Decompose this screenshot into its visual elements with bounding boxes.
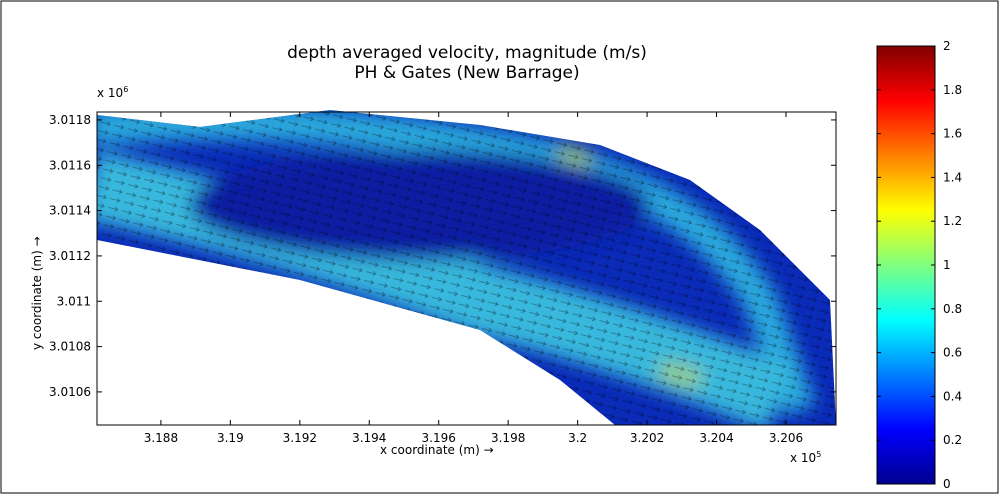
- colorbar-tick-label: 1.4: [943, 170, 962, 184]
- colorbar-tick-label: 0: [943, 477, 951, 491]
- colorbar-tick-label: 1.6: [943, 127, 962, 141]
- colorbar: [876, 45, 936, 485]
- x-tick-label: 3.194: [352, 431, 386, 445]
- x-tick-label: 3.19: [217, 431, 244, 445]
- plot-area: [96, 111, 837, 426]
- y-tick-label: 3.0118: [49, 113, 91, 127]
- x-tick-label: 3.192: [283, 431, 317, 445]
- velocity-field: [97, 110, 836, 425]
- x-multiplier: x 105: [790, 450, 821, 465]
- y-tick-label: 3.011: [57, 294, 91, 308]
- colorbar-tick-label: 0.6: [943, 346, 962, 360]
- colorbar-tick-label: 2: [943, 39, 951, 53]
- y-axis-label: y coordinate (m) →: [30, 236, 44, 350]
- y-tick-label: 3.0112: [49, 249, 91, 263]
- x-tick-label: 3.188: [144, 431, 178, 445]
- y-tick-label: 3.0108: [49, 340, 91, 354]
- y-tick-label: 3.0116: [49, 158, 91, 172]
- x-tick-label: 3.202: [630, 431, 664, 445]
- x-axis-label: x coordinate (m) →: [380, 443, 494, 457]
- colorbar-tick-label: 1: [943, 258, 951, 272]
- y-multiplier: x 106: [97, 85, 128, 100]
- colorbar-tick-label: 1.8: [943, 83, 962, 97]
- x-tick-label: 3.206: [769, 431, 803, 445]
- chart-title: depth averaged velocity, magnitude (m/s): [287, 43, 647, 63]
- colorbar-tick-label: 0.4: [943, 389, 962, 403]
- x-tick-label: 3.204: [699, 431, 733, 445]
- x-tick-label: 3.2: [568, 431, 587, 445]
- x-tick-label: 3.198: [491, 431, 525, 445]
- chart-subtitle: PH & Gates (New Barrage): [354, 63, 579, 83]
- colorbar-tick-label: 1.2: [943, 214, 962, 228]
- colorbar-tick-label: 0.2: [943, 433, 962, 447]
- x-tick-label: 3.196: [422, 431, 456, 445]
- y-tick-label: 3.0114: [49, 204, 91, 218]
- y-tick-label: 3.0106: [49, 385, 91, 399]
- colorbar-tick-label: 0.8: [943, 302, 962, 316]
